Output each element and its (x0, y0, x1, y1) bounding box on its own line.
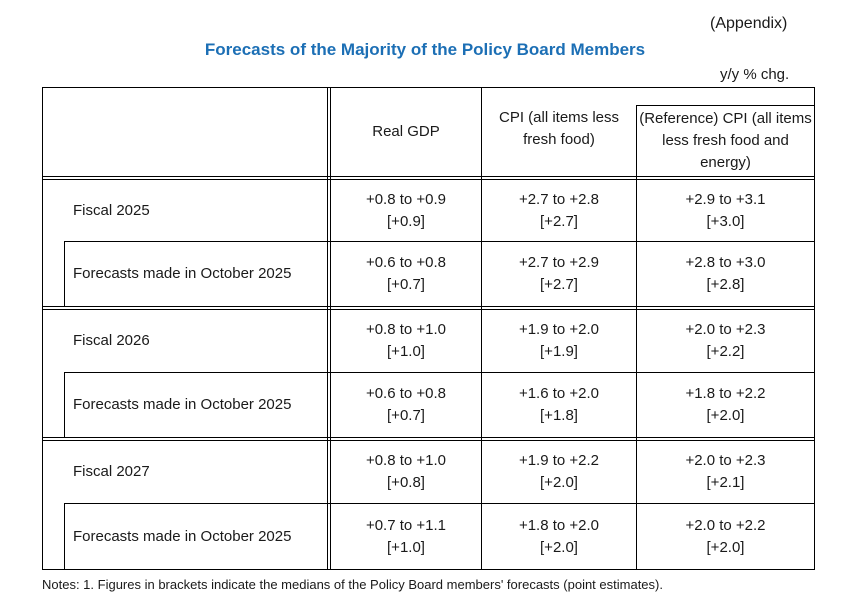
gdp-range: +0.8 to +1.0 (365, 321, 447, 338)
row-rule-5 (64, 503, 815, 504)
cpi-range: +1.6 to +2.0 (518, 385, 600, 402)
table-border-right (814, 87, 815, 570)
cpi-median: [+1.8] (540, 407, 578, 424)
footnote: Notes: 1. Figures in brackets indicate t… (42, 577, 663, 592)
col-divider-gdp-cpi (481, 87, 482, 570)
gdp-cell: +0.6 to +0.8 [+0.7] (331, 242, 481, 306)
ref-cell: +2.0 to +2.3 [+2.2] (637, 310, 814, 372)
cpi-cell: +2.7 to +2.9 [+2.7] (482, 242, 636, 306)
header-cpi: CPI (all items less fresh food) (498, 108, 620, 148)
row-rule-4b (42, 440, 815, 441)
row-label-fiscal-2027: Fiscal 2027 (73, 463, 150, 480)
cpi-cell: +2.7 to +2.8 [+2.7] (482, 180, 636, 241)
cpi-cell: +1.9 to +2.2 [+2.0] (482, 441, 636, 503)
ref-range: +2.0 to +2.3 (685, 321, 766, 338)
unit-label: y/y % chg. (720, 66, 790, 83)
ref-median: [+3.0] (706, 212, 745, 230)
col-divider-double-a (327, 87, 328, 570)
cpi-median: [+1.9] (540, 343, 578, 360)
header-rule-a (42, 176, 815, 177)
row-rule-4a (42, 437, 815, 438)
ref-cell: +2.9 to +3.1 [+3.0] (637, 180, 814, 241)
ref-range: +2.0 to +2.3 (685, 452, 766, 469)
gdp-cell: +0.6 to +0.8 [+0.7] (331, 373, 481, 437)
ref-range: +2.9 to +3.1 (685, 190, 766, 208)
gdp-median: [+0.9] (387, 212, 425, 230)
indent-rule-1 (64, 241, 65, 307)
gdp-range: +0.8 to +1.0 (365, 452, 447, 469)
gdp-range: +0.6 to +0.8 (365, 385, 447, 402)
ref-cell: +2.8 to +3.0 [+2.8] (637, 242, 814, 306)
appendix-label: (Appendix) (710, 15, 788, 32)
cpi-range: +2.7 to +2.9 (518, 254, 600, 271)
cpi-cell: +1.9 to +2.0 [+1.9] (482, 310, 636, 372)
gdp-range: +0.6 to +0.8 (365, 254, 447, 271)
ref-cell: +2.0 to +2.3 [+2.1] (637, 441, 814, 503)
cpi-cell: +1.6 to +2.0 [+1.8] (482, 373, 636, 437)
row-rule-1 (64, 241, 815, 242)
ref-median: [+2.2] (706, 343, 745, 360)
gdp-cell: +0.8 to +1.0 [+1.0] (331, 310, 481, 372)
indent-rule-3 (64, 503, 65, 570)
row-label-fiscal-2026: Fiscal 2026 (73, 332, 150, 349)
ref-median: [+2.8] (706, 276, 745, 293)
cpi-range: +1.8 to +2.0 (518, 516, 600, 534)
cpi-range: +2.7 to +2.8 (518, 190, 600, 208)
row-label-fiscal-2025: Fiscal 2025 (73, 201, 150, 219)
gdp-median: [+1.0] (387, 343, 425, 360)
cpi-median: [+2.0] (540, 474, 578, 491)
header-rule-b (42, 179, 815, 180)
gdp-range: +0.8 to +0.9 (365, 190, 447, 208)
ref-range: +2.0 to +2.2 (685, 516, 766, 534)
gdp-median: [+0.7] (387, 407, 425, 424)
col-divider-cpi-ref (636, 105, 637, 570)
row-label-forecast-oct-2025: Forecasts made in October 2025 (73, 396, 292, 413)
row-rule-2a (42, 306, 815, 307)
col-divider-double-b (330, 87, 331, 570)
header-cpi-reference: (Reference) CPI (all items less fresh fo… (639, 110, 812, 171)
cpi-median: [+2.7] (540, 276, 578, 293)
gdp-median: [+0.7] (387, 276, 425, 293)
gdp-cell: +0.8 to +1.0 [+0.8] (331, 441, 481, 503)
forecast-table: Real GDP CPI (all items less fresh food)… (42, 87, 815, 570)
row-rule-3 (64, 372, 815, 373)
cpi-median: [+2.7] (540, 212, 578, 230)
cpi-range: +1.9 to +2.2 (518, 452, 600, 469)
cpi-cell: +1.8 to +2.0 [+2.0] (482, 504, 636, 569)
gdp-median: [+1.0] (387, 538, 425, 556)
table-border-bottom (42, 569, 815, 570)
cpi-range: +1.9 to +2.0 (518, 321, 600, 338)
row-label-forecast-oct-2025: Forecasts made in October 2025 (73, 527, 292, 545)
ref-cell: +2.0 to +2.2 [+2.0] (637, 504, 814, 569)
page-title: Forecasts of the Majority of the Policy … (204, 40, 646, 59)
col-divider-ref-top (636, 105, 815, 106)
gdp-cell: +0.7 to +1.1 [+1.0] (331, 504, 481, 569)
ref-range: +2.8 to +3.0 (685, 254, 766, 271)
header-real-gdp: Real GDP (372, 122, 440, 140)
ref-cell: +1.8 to +2.2 [+2.0] (637, 373, 814, 437)
ref-median: [+2.0] (706, 538, 745, 556)
ref-median: [+2.1] (706, 474, 745, 491)
ref-median: [+2.0] (706, 407, 745, 424)
row-label-forecast-oct-2025: Forecasts made in October 2025 (73, 265, 292, 282)
gdp-range: +0.7 to +1.1 (365, 516, 447, 534)
gdp-median: [+0.8] (387, 474, 425, 491)
gdp-cell: +0.8 to +0.9 [+0.9] (331, 180, 481, 241)
ref-range: +1.8 to +2.2 (685, 385, 766, 402)
table-border-top (42, 87, 815, 88)
table-border-left (42, 87, 43, 570)
indent-rule-2 (64, 372, 65, 438)
cpi-median: [+2.0] (540, 538, 578, 556)
row-rule-2b (42, 309, 815, 310)
